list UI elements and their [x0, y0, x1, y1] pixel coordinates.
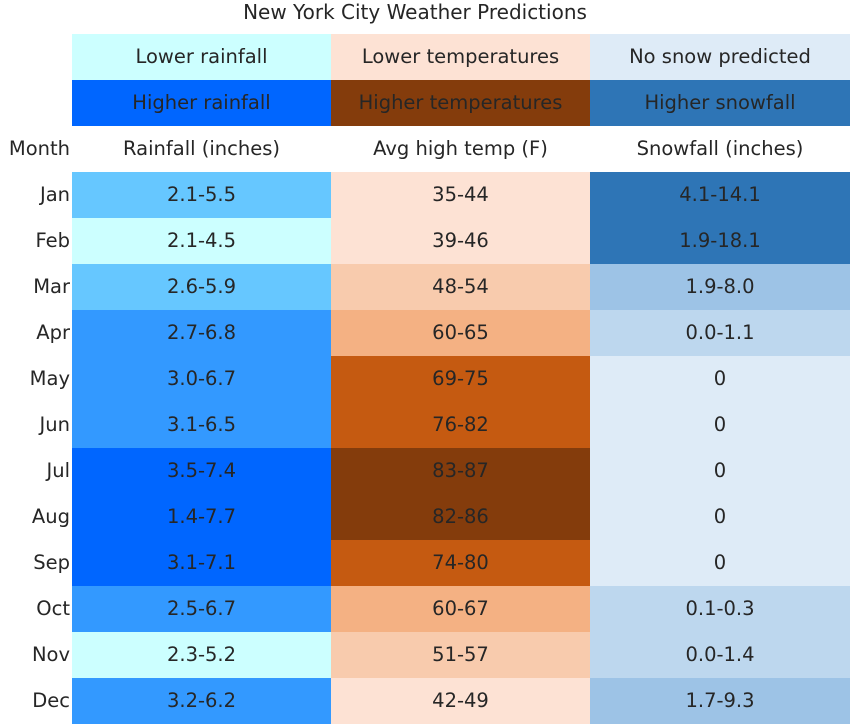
header-snowfall: Snowfall (inches) [636, 137, 804, 160]
legend-high-temperature: Higher temperatures [331, 80, 590, 126]
rainfall-cell: 2.5-6.7 [72, 586, 331, 632]
temperature-cell: 51-57 [331, 632, 590, 678]
month-cell: Mar [33, 275, 70, 298]
temperature-cell: 76-82 [331, 402, 590, 448]
table-row: Jan 2.1-5.5 35-44 4.1-14.1 [0, 172, 852, 218]
rainfall-cell: 3.5-7.4 [72, 448, 331, 494]
table-row: Nov 2.3-5.2 51-57 0.0-1.4 [0, 632, 852, 678]
table-row: Sep 3.1-7.1 74-80 0 [0, 540, 852, 586]
snowfall-cell: 0.0-1.4 [590, 632, 850, 678]
month-cell: Oct [36, 597, 70, 620]
table-row: Dec 3.2-6.2 42-49 1.7-9.3 [0, 678, 852, 724]
snowfall-cell: 0 [590, 402, 850, 448]
rainfall-cell: 2.7-6.8 [72, 310, 331, 356]
legend-low-temperature: Lower temperatures [331, 34, 590, 80]
month-cell: Sep [33, 551, 70, 574]
snowfall-cell: 0 [590, 448, 850, 494]
month-cell: May [29, 367, 70, 390]
temperature-cell: 82-86 [331, 494, 590, 540]
month-cell: Feb [35, 229, 70, 252]
rainfall-cell: 3.2-6.2 [72, 678, 331, 724]
temperature-cell: 35-44 [331, 172, 590, 218]
snowfall-cell: 1.9-8.0 [590, 264, 850, 310]
rainfall-cell: 1.4-7.7 [72, 494, 331, 540]
rainfall-cell: 2.6-5.9 [72, 264, 331, 310]
snowfall-cell: 0 [590, 356, 850, 402]
header-rainfall: Rainfall (inches) [123, 137, 280, 160]
temperature-cell: 74-80 [331, 540, 590, 586]
rainfall-cell: 3.0-6.7 [72, 356, 331, 402]
temperature-cell: 69-75 [331, 356, 590, 402]
table-row: May 3.0-6.7 69-75 0 [0, 356, 852, 402]
column-header-row: Month Rainfall (inches) Avg high temp (F… [0, 126, 852, 172]
month-cell: Nov [31, 643, 70, 666]
snowfall-cell: 0 [590, 494, 850, 540]
month-cell: Jun [39, 413, 70, 436]
table-row: Mar 2.6-5.9 48-54 1.9-8.0 [0, 264, 852, 310]
month-cell: Jan [39, 183, 70, 206]
snowfall-cell: 4.1-14.1 [590, 172, 850, 218]
legend-row-high: Higher rainfall Higher temperatures High… [0, 80, 852, 126]
table-row: Oct 2.5-6.7 60-67 0.1-0.3 [0, 586, 852, 632]
table-row: Apr 2.7-6.8 60-65 0.0-1.1 [0, 310, 852, 356]
header-temperature: Avg high temp (F) [373, 137, 548, 160]
table-row: Jun 3.1-6.5 76-82 0 [0, 402, 852, 448]
legend-low-snowfall: No snow predicted [590, 34, 850, 80]
table-row: Aug 1.4-7.7 82-86 0 [0, 494, 852, 540]
table-row: Feb 2.1-4.5 39-46 1.9-18.1 [0, 218, 852, 264]
legend-high-snowfall: Higher snowfall [590, 80, 850, 126]
month-cell: Dec [32, 689, 70, 712]
month-cell: Jul [46, 459, 70, 482]
rainfall-cell: 2.1-4.5 [72, 218, 331, 264]
temperature-cell: 83-87 [331, 448, 590, 494]
rainfall-cell: 2.3-5.2 [72, 632, 331, 678]
legend-row-low: Lower rainfall Lower temperatures No sno… [0, 34, 852, 80]
temperature-cell: 60-65 [331, 310, 590, 356]
temperature-cell: 60-67 [331, 586, 590, 632]
rainfall-cell: 2.1-5.5 [72, 172, 331, 218]
snowfall-cell: 1.7-9.3 [590, 678, 850, 724]
snowfall-cell: 0 [590, 540, 850, 586]
month-cell: Aug [31, 505, 70, 528]
rainfall-cell: 3.1-7.1 [72, 540, 331, 586]
temperature-cell: 42-49 [331, 678, 590, 724]
chart-title: New York City Weather Predictions [243, 0, 587, 24]
header-month: Month [8, 137, 70, 160]
temperature-cell: 48-54 [331, 264, 590, 310]
temperature-cell: 39-46 [331, 218, 590, 264]
legend-high-rainfall: Higher rainfall [72, 80, 331, 126]
snowfall-cell: 0.0-1.1 [590, 310, 850, 356]
rainfall-cell: 3.1-6.5 [72, 402, 331, 448]
legend-low-rainfall: Lower rainfall [72, 34, 331, 80]
month-cell: Apr [36, 321, 70, 344]
table-row: Jul 3.5-7.4 83-87 0 [0, 448, 852, 494]
snowfall-cell: 1.9-18.1 [590, 218, 850, 264]
snowfall-cell: 0.1-0.3 [590, 586, 850, 632]
